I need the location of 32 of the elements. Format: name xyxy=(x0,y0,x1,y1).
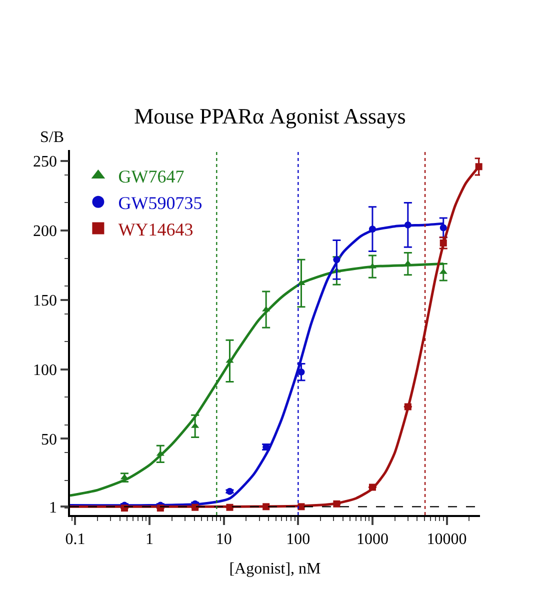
y-tick-label: 150 xyxy=(33,292,58,310)
point xyxy=(262,503,270,510)
chart-title: Mouse PPARα Agonist Assays xyxy=(134,103,406,128)
x-tick-label: 1000 xyxy=(356,530,388,548)
point xyxy=(226,504,234,511)
x-tick-label: 10 xyxy=(216,530,232,548)
y-tick-label: 250 xyxy=(33,154,58,171)
x-tick-label: 0.1 xyxy=(65,530,86,548)
point xyxy=(156,450,164,456)
legend-label: WY14643 xyxy=(118,219,194,240)
y-tick-label: 1 xyxy=(49,499,58,516)
point xyxy=(333,500,340,508)
point xyxy=(333,256,340,264)
point xyxy=(440,239,447,246)
x-tick-label: 100 xyxy=(286,530,310,548)
point xyxy=(368,226,376,233)
legend-label: GW590735 xyxy=(118,192,202,213)
legend-label: GW7647 xyxy=(118,166,184,187)
point xyxy=(404,221,412,228)
point xyxy=(475,163,482,170)
y-axis-title: S/B xyxy=(40,129,64,146)
y-tick-label: 200 xyxy=(33,223,58,240)
x-tick-label: 10000 xyxy=(426,530,467,548)
point xyxy=(440,224,447,232)
point xyxy=(192,504,199,511)
point xyxy=(368,484,376,491)
y-tick-label: 100 xyxy=(33,362,58,379)
x-axis-title: [Agonist], nM xyxy=(229,560,321,578)
point xyxy=(404,403,412,410)
point xyxy=(298,368,305,376)
x-tick-label: 1 xyxy=(146,530,154,548)
y-tick-label: 50 xyxy=(41,431,58,448)
